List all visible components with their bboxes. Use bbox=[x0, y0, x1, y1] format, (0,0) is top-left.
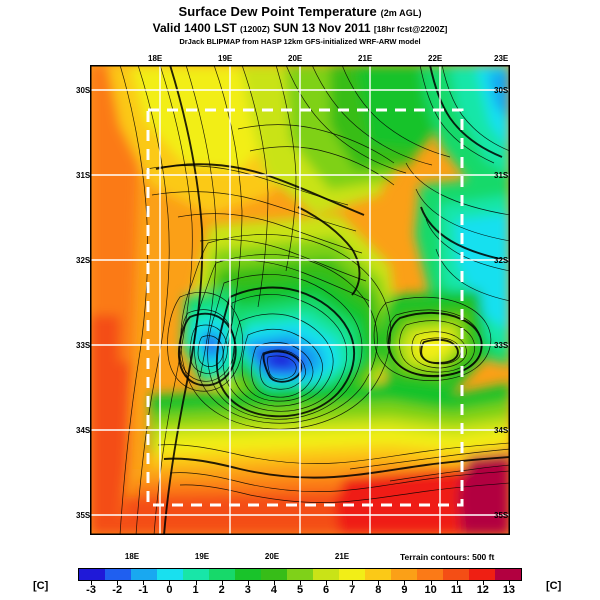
terrain-contour-note: Terrain contours: 500 ft bbox=[400, 552, 495, 562]
lon-label-top-3: 21E bbox=[358, 54, 373, 63]
valid-local-time: Valid 1400 LST bbox=[152, 21, 237, 35]
colorbar-tick-label-14: 11 bbox=[450, 584, 463, 596]
colorbar-tick-9 bbox=[326, 581, 328, 585]
colorbar-tick-label-4: 1 bbox=[192, 584, 199, 596]
lat-label-left-3: 33S bbox=[76, 341, 91, 350]
colorbar-tick-label-9: 6 bbox=[323, 584, 330, 596]
colorbar-tick-2 bbox=[143, 581, 145, 585]
colorbar-tick-label-11: 8 bbox=[375, 584, 382, 596]
colorbar-tick-label-12: 9 bbox=[401, 584, 408, 596]
valid-utc-time: (1200Z) bbox=[240, 24, 270, 34]
colorbar-tick-label-1: -2 bbox=[112, 584, 123, 596]
colorbar-swatch-12 bbox=[391, 569, 417, 580]
lat-lon-graticule bbox=[90, 65, 510, 535]
lat-label-right-4: 34S bbox=[494, 426, 509, 435]
lat-label-left-0: 30S bbox=[76, 86, 91, 95]
colorbar-swatch-10 bbox=[339, 569, 365, 580]
colorbar-tick-13 bbox=[430, 581, 432, 585]
colorbar-swatch-5 bbox=[209, 569, 235, 580]
colorbar-swatch-15 bbox=[469, 569, 495, 580]
lat-label-left-1: 31S bbox=[76, 171, 91, 180]
colorbar-swatch-8 bbox=[287, 569, 313, 580]
colorbar-strip[interactable] bbox=[78, 568, 522, 581]
colorbar-swatch-14 bbox=[443, 569, 469, 580]
title-altitude-qualifier: (2m AGL) bbox=[380, 8, 422, 18]
lon-label-bottom-1: 19E bbox=[194, 552, 210, 561]
colorbar-tick-label-15: 12 bbox=[476, 584, 489, 596]
valid-date: SUN 13 Nov 2011 bbox=[273, 21, 371, 35]
colorbar-tick-label-7: 4 bbox=[270, 584, 277, 596]
colorbar-tick-3 bbox=[169, 581, 171, 585]
colorbar-unit-right: [C] bbox=[546, 580, 562, 592]
colorbar-tick-15 bbox=[482, 581, 484, 585]
colorbar-swatch-0 bbox=[79, 569, 105, 580]
lat-label-left-4: 34S bbox=[76, 426, 91, 435]
colorbar-swatch-6 bbox=[235, 569, 261, 580]
colorbar-unit-left: [C] bbox=[33, 580, 49, 592]
colorbar-tick-1 bbox=[117, 581, 119, 585]
colorbar-tick-16 bbox=[508, 581, 510, 585]
colorbar-swatch-16 bbox=[495, 569, 521, 580]
colorbar-swatch-3 bbox=[157, 569, 183, 580]
colorbar-tick-6 bbox=[247, 581, 249, 585]
colorbar-legend[interactable]: 18E 19E 20E 21E Terrain contours: 500 ft… bbox=[0, 552, 600, 600]
colorbar-tick-0 bbox=[91, 581, 93, 585]
lon-label-top-4: 22E bbox=[428, 54, 443, 63]
lat-label-right-5: 35S bbox=[494, 511, 509, 520]
lon-label-bottom-0: 18E bbox=[124, 552, 140, 561]
map-frame bbox=[90, 65, 510, 535]
lon-label-bottom-3: 21E bbox=[334, 552, 350, 561]
colorbar-tick-7 bbox=[273, 581, 275, 585]
colorbar-tick-label-2: -1 bbox=[138, 584, 149, 596]
terrain-contours bbox=[119, 65, 510, 535]
colorbar-tick-label-10: 7 bbox=[349, 584, 356, 596]
colorbar-tick-label-6: 3 bbox=[244, 584, 251, 596]
lat-label-right-2: 32S bbox=[494, 256, 509, 265]
colorbar-swatch-1 bbox=[105, 569, 131, 580]
chart-title-block: Surface Dew Point Temperature (2m AGL) V… bbox=[0, 4, 600, 46]
colorbar-tick-label-8: 5 bbox=[296, 584, 304, 596]
lon-label-bottom-2: 20E bbox=[264, 552, 280, 561]
lon-label-top-5: 23E bbox=[494, 54, 509, 63]
colorbar-tick-10 bbox=[352, 581, 354, 585]
title-main-text: Surface Dew Point Temperature bbox=[178, 4, 377, 19]
lat-label-left-5: 35S bbox=[76, 511, 91, 520]
valid-time-line: Valid 1400 LST (1200Z) SUN 13 Nov 2011 [… bbox=[0, 21, 600, 35]
colorbar-tick-11 bbox=[378, 581, 380, 585]
forecast-map[interactable]: 18E 19E 20E 21E 22E 23E 30S 31S 32S 33S … bbox=[76, 54, 510, 535]
colorbar-swatch-4 bbox=[183, 569, 209, 580]
colorbar-tick-5 bbox=[221, 581, 223, 585]
colorbar-tick-label-3: 0 bbox=[166, 584, 173, 596]
model-source-line: DrJack BLIPMAP from HASP 12km GFS-initia… bbox=[179, 37, 421, 46]
map-canvas bbox=[90, 65, 510, 535]
colorbar-tick-4 bbox=[195, 581, 197, 585]
colorbar-tick-label-5: 2 bbox=[218, 584, 225, 596]
forecast-hour-tag: [18hr fcst@2200Z] bbox=[373, 24, 448, 34]
page-title: Surface Dew Point Temperature (2m AGL) bbox=[0, 4, 600, 19]
colorbar-tick-14 bbox=[456, 581, 458, 585]
colorbar-tick-8 bbox=[300, 581, 301, 585]
colorbar-tick-12 bbox=[404, 581, 406, 585]
lat-label-right-3: 33S bbox=[494, 341, 509, 350]
colorbar-tick-label-13: 10 bbox=[424, 584, 437, 596]
lon-label-top-1: 19E bbox=[218, 54, 233, 63]
colorbar-swatch-2 bbox=[131, 569, 157, 580]
lat-label-left-2: 32S bbox=[76, 256, 91, 265]
forecast-subdomain-box bbox=[146, 108, 464, 507]
colorbar-swatch-7 bbox=[261, 569, 287, 580]
lat-label-right-1: 31S bbox=[494, 171, 509, 180]
lon-label-top-0: 18E bbox=[148, 54, 163, 63]
colorbar-tick-label-16: 13 bbox=[502, 584, 516, 596]
colorbar-swatch-9 bbox=[313, 569, 339, 580]
colorbar-tick-label-0: -3 bbox=[86, 584, 96, 596]
colorbar-swatch-13 bbox=[417, 569, 443, 580]
lon-label-top-2: 20E bbox=[288, 54, 303, 63]
colorbar-swatch-11 bbox=[365, 569, 391, 580]
lat-label-right-0: 30S bbox=[494, 86, 509, 95]
